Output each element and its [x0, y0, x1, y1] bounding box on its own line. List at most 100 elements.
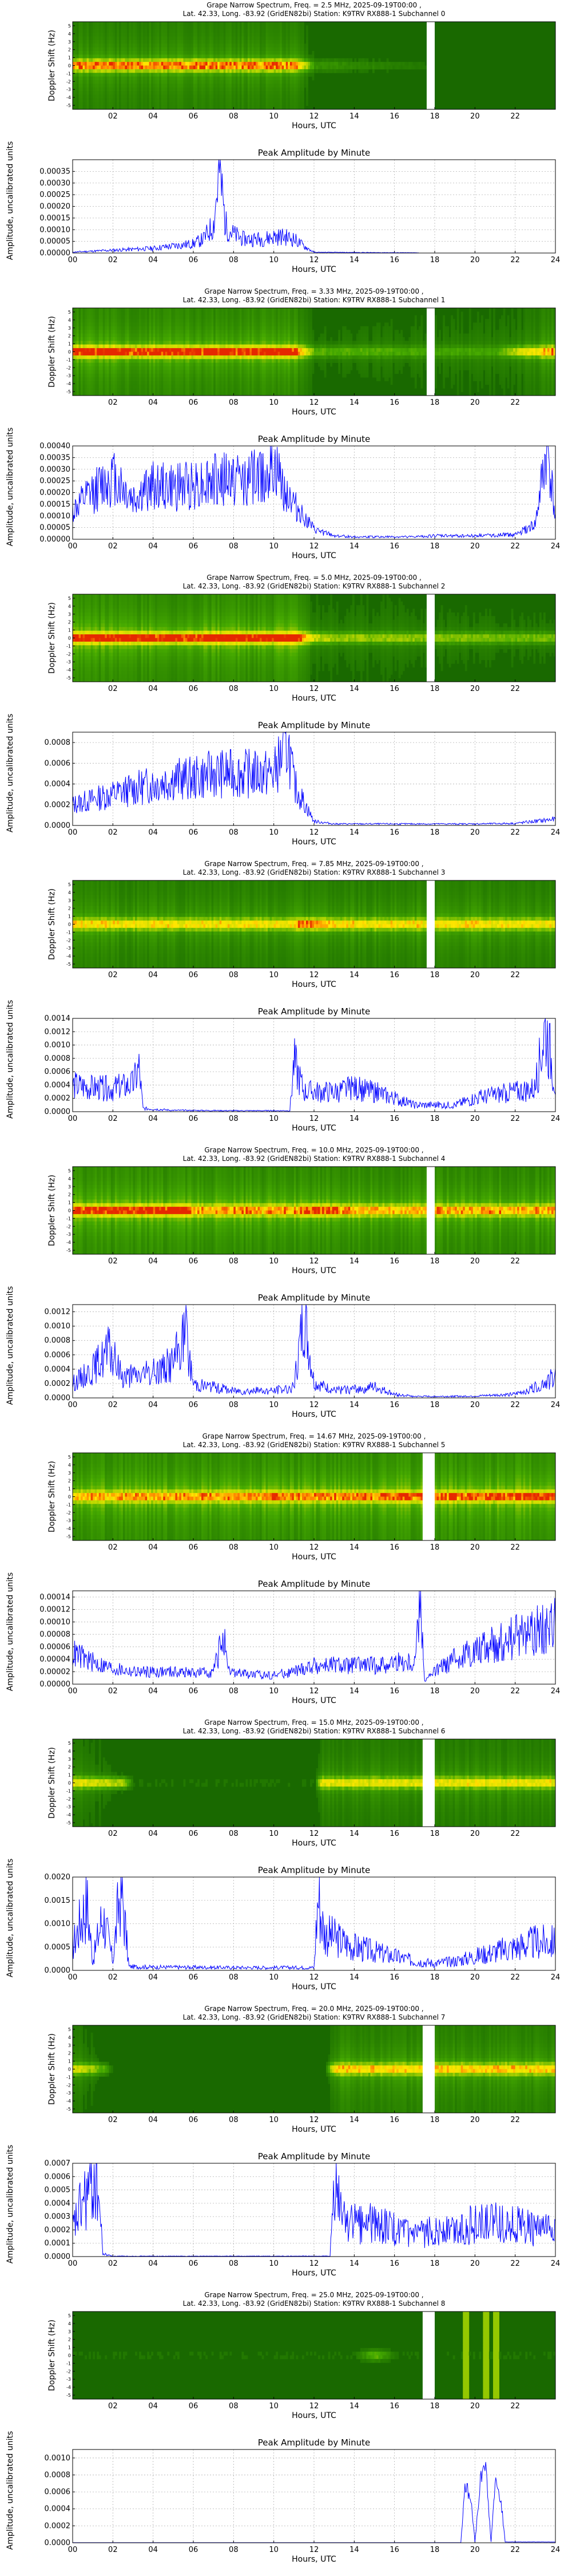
amplitude-xtick: 18 [430, 542, 440, 551]
amplitude-xtick: 08 [229, 256, 239, 264]
spectrogram-ytick: 1 [68, 1487, 71, 1492]
spectrogram-xtick: 18 [430, 1257, 440, 1266]
spectrogram-xlabel: Hours, UTC [292, 980, 336, 989]
spectrogram-xtick: 12 [309, 398, 319, 407]
amplitude-xtick: 10 [269, 828, 279, 837]
amplitude-ytick: 0.0006 [45, 2488, 71, 2496]
spectrogram-ytick: -5 [66, 389, 71, 394]
amplitude-ytick: 0.0010 [45, 1041, 71, 1050]
spectrogram-ytick: 5 [68, 310, 71, 315]
amplitude-ytick: 0.0002 [45, 1380, 71, 1388]
amplitude-xtick: 22 [510, 1973, 520, 1982]
amplitude-xtick: 14 [349, 1687, 359, 1696]
spectrogram-xtick: 22 [510, 971, 520, 979]
amplitude-xtick: 22 [510, 542, 520, 551]
spectrogram-ytick: -1 [66, 71, 71, 76]
spectrogram-ytick: -4 [66, 2099, 71, 2104]
spectrogram-ytick: 2 [68, 1192, 71, 1198]
spectrogram-xtick: 14 [349, 2402, 359, 2411]
spectrogram-ytick: 2 [68, 620, 71, 625]
amplitude-ytick: 0.0000 [45, 1966, 71, 1975]
spectrogram-title-location: Lat. 42.33, Long. -83.92 (GridEN82bi) St… [183, 582, 446, 590]
spectrogram-xtick: 14 [349, 1257, 359, 1266]
spectrogram-ytick: 1 [68, 2059, 71, 2064]
amplitude-xtick: 04 [148, 1401, 158, 1409]
amplitude-trace [72, 1876, 556, 1970]
amplitude-xtick: 04 [148, 2259, 158, 2268]
spectrogram-xtick: 14 [349, 1830, 359, 1838]
amplitude-xtick: 14 [349, 256, 359, 264]
amplitude-xtick: 14 [349, 1973, 359, 1982]
panel-subchannel-7: Grape Narrow Spectrum, Freq. = 20.0 MHz,… [0, 2004, 572, 2290]
spectrogram-ytick: 0 [68, 922, 71, 927]
spectrogram-ytick: -3 [66, 373, 71, 378]
spectrogram-ytick: 4 [68, 1463, 71, 1468]
spectrogram-ytick: 1 [68, 2345, 71, 2350]
spectrogram [72, 21, 556, 110]
amplitude-xtick: 22 [510, 2259, 520, 2268]
spectrogram-xtick: 18 [430, 2116, 440, 2124]
amplitude-ylabel: Amplitude, uncalibrated units [6, 2431, 15, 2550]
spectrogram-xtick: 12 [309, 685, 319, 693]
spectrogram-xtick: 08 [229, 112, 239, 121]
amplitude-ytick: 0.0005 [45, 2186, 71, 2195]
spectrogram-xtick: 06 [189, 2402, 198, 2411]
spectrogram-xtick: 22 [510, 2116, 520, 2124]
amplitude-xlabel: Hours, UTC [292, 1982, 336, 1992]
spectrogram-xtick: 22 [510, 2402, 520, 2411]
spectrogram-xtick: 20 [470, 971, 480, 979]
spectrogram-xtick: 02 [108, 1830, 118, 1838]
amplitude-ytick: 0.0010 [45, 2454, 71, 2463]
spectrogram-title-freq: Grape Narrow Spectrum, Freq. = 3.33 MHz,… [204, 287, 423, 295]
amplitude-ytick: 0.00025 [39, 477, 70, 485]
spectrogram-ytick: -2 [66, 651, 71, 657]
amplitude-plot: 00 02 04 06 08 10 12 14 16 18 20 22 24 0.0000 0.0002 0.… [45, 2449, 561, 2554]
spectrogram-data-gap [426, 594, 435, 682]
amplitude-xtick: 12 [309, 1973, 319, 1982]
amplitude-xtick: 08 [229, 2259, 239, 2268]
amplitude-plot: 00 02 04 06 08 10 12 14 16 18 20 22 24 0.0000 0.0002 0.… [45, 1014, 561, 1123]
spectrogram-xtick: 04 [148, 971, 158, 979]
spectrogram-ytick: -2 [66, 938, 71, 943]
spectrogram-ytick: -2 [66, 79, 71, 84]
amplitude-ytick: 0.00000 [39, 1680, 70, 1689]
amplitude-ylabel: Amplitude, uncalibrated units [6, 428, 15, 547]
spectrogram-ytick: 5 [68, 1168, 71, 1174]
spectrogram-ytick: 0 [68, 1781, 71, 1786]
amplitude-xtick: 24 [551, 2546, 561, 2554]
amplitude-xtick: 10 [269, 2546, 279, 2554]
spectrogram-xtick: 06 [189, 112, 198, 121]
amplitude-ytick: 0.0004 [45, 1081, 71, 1089]
panel-subchannel-5: Grape Narrow Spectrum, Freq. = 14.67 MHz… [0, 1431, 572, 1717]
spectrogram-ytick: -1 [66, 930, 71, 935]
amplitude-xtick: 02 [108, 828, 118, 837]
spectrogram-ytick: 5 [68, 23, 71, 29]
spectrogram-ytick: -4 [66, 667, 71, 673]
spectrogram-ytick: -5 [66, 1248, 71, 1253]
spectrogram-ytick: -1 [66, 357, 71, 362]
spectrogram-xtick: 20 [470, 2116, 480, 2124]
amplitude-ytick: 0.0002 [45, 2522, 71, 2530]
spectrogram-xtick: 14 [349, 971, 359, 979]
spectrogram-xlabel: Hours, UTC [292, 1266, 336, 1275]
amplitude-trace [72, 445, 556, 539]
spectrogram-ytick: -2 [66, 2083, 71, 2088]
spectrogram-xtick: 02 [108, 2402, 118, 2411]
spectrogram-xtick: 12 [309, 112, 319, 121]
amplitude-plot: 00 02 04 06 08 10 12 14 16 18 20 22 24 0.0000 0.0002 0.… [45, 731, 560, 837]
amplitude-ylabel: Amplitude, uncalibrated units [6, 1286, 15, 1405]
amplitude-xtick: 12 [309, 542, 319, 551]
spectrogram-xtick: 04 [148, 398, 158, 407]
amplitude-ytick: 0.00035 [39, 167, 70, 176]
amplitude-ytick: 0.0005 [45, 1943, 71, 1951]
amplitude-xtick: 14 [349, 2546, 359, 2554]
amplitude-xtick: 18 [430, 1687, 440, 1696]
spectrogram-ylabel: Doppler Shift (Hz) [47, 602, 57, 674]
spectrogram-xtick: 10 [269, 685, 279, 693]
spectrogram-data-gap [426, 880, 435, 968]
spectrogram-xtick: 12 [309, 971, 319, 979]
spectrogram-xtick: 22 [510, 1830, 520, 1838]
amplitude-xtick: 00 [68, 256, 78, 264]
amplitude-xtick: 20 [470, 1973, 480, 1982]
amplitude-ytick: 0.00015 [39, 500, 70, 509]
